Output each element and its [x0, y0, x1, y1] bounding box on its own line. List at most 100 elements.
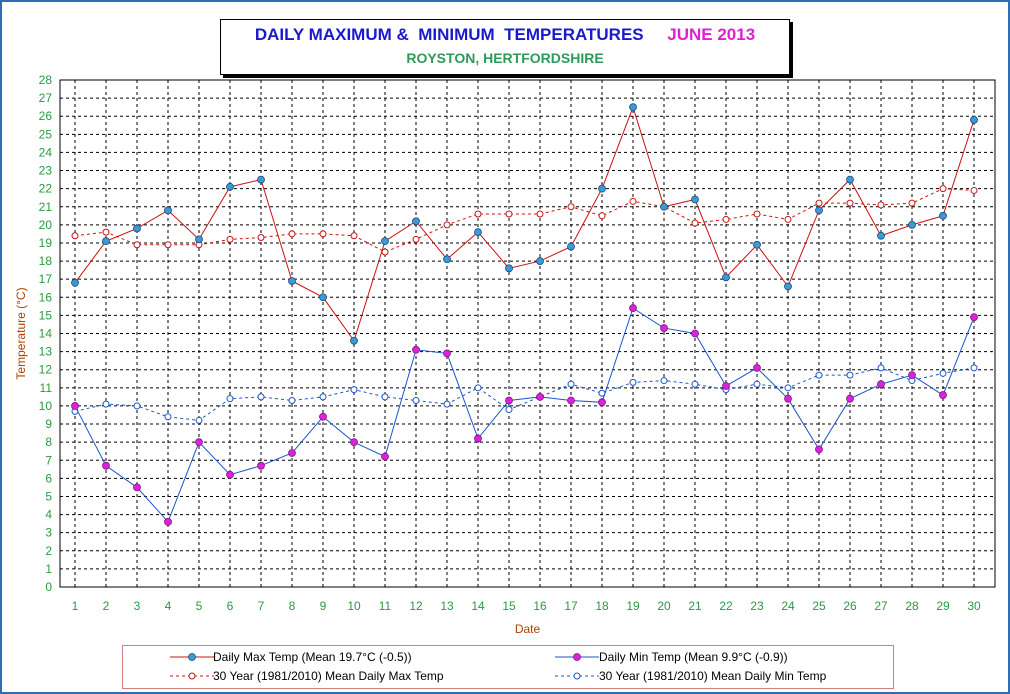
y-tick-label: 28 — [39, 73, 53, 87]
series-mean-max-point — [474, 210, 482, 218]
series-daily-min-point — [598, 398, 606, 407]
series-daily-max-point — [195, 235, 203, 244]
series-daily-max-point — [71, 278, 79, 287]
series-mean-min-point — [102, 400, 110, 408]
y-tick-label: 5 — [45, 489, 52, 503]
y-tick-label: 25 — [39, 127, 53, 141]
series-daily-max-point — [443, 255, 451, 264]
series-daily-min-point — [381, 452, 389, 461]
y-tick-label: 26 — [39, 109, 53, 123]
series-daily-min-point — [257, 461, 265, 470]
series-daily-max-point — [877, 231, 885, 240]
x-tick-label: 30 — [967, 599, 981, 613]
series-daily-min-point — [195, 438, 203, 447]
series-daily-min-point — [505, 396, 513, 405]
y-tick-label: 14 — [39, 327, 53, 341]
series-daily-max-point — [288, 277, 296, 285]
series-mean-min-point — [257, 393, 265, 401]
x-tick-label: 1 — [72, 599, 79, 613]
series-daily-min-point — [412, 345, 420, 354]
series-daily-min-point — [71, 402, 79, 410]
series-mean-min-point — [815, 371, 823, 379]
chart-title-box: DAILY MAXIMUM & MINIMUM TEMPERATURES JUN… — [220, 19, 790, 75]
y-tick-label: 7 — [45, 453, 52, 467]
series-daily-max-point — [598, 184, 606, 193]
series-mean-min-point — [443, 400, 451, 408]
series-daily-max-point — [784, 282, 792, 291]
y-tick-label: 8 — [45, 435, 52, 449]
series-daily-min-point — [629, 304, 637, 313]
x-tick-label: 23 — [750, 599, 764, 613]
series-mean-max-point — [71, 232, 79, 240]
x-tick-label: 24 — [781, 599, 795, 613]
series-mean-max-point — [939, 185, 947, 193]
series-daily-max-point — [629, 103, 637, 112]
series-mean-max-point — [877, 201, 885, 209]
y-tick-label: 16 — [39, 290, 53, 304]
legend-swatch-mean-max — [170, 672, 214, 680]
series-mean-max-point — [350, 232, 358, 240]
series-daily-min-point — [784, 394, 792, 403]
series-daily-max-point — [567, 242, 575, 251]
series-mean-max-point — [970, 186, 978, 194]
series-mean-max-line — [74, 188, 975, 253]
legend: Daily Max Temp (Mean 19.7°C (-0.5)) Dail… — [122, 645, 894, 689]
series-mean-min-point — [164, 413, 172, 421]
y-tick-label: 20 — [39, 218, 53, 232]
series-daily-min-point — [164, 517, 172, 526]
y-tick-label: 17 — [39, 272, 53, 286]
series-mean-min-point — [133, 402, 141, 410]
series-daily-max-point — [970, 115, 978, 124]
series-mean-min-point — [319, 393, 327, 401]
series-mean-max-point — [908, 199, 916, 207]
series-daily-min-point — [970, 313, 978, 322]
series-mean-min-point — [846, 371, 854, 379]
series-daily-max-point — [722, 273, 730, 282]
y-tick-label: 23 — [39, 164, 53, 178]
y-tick-label: 12 — [39, 363, 53, 377]
legend-swatch-mean-min — [555, 672, 599, 680]
series-mean-max-point — [257, 234, 265, 242]
series-mean-max-point — [319, 230, 327, 238]
series-mean-min-point — [660, 377, 668, 385]
series-daily-max-point — [381, 237, 389, 246]
series-mean-min-point — [505, 406, 513, 414]
series-mean-min-point — [939, 369, 947, 377]
series-mean-min-point — [195, 416, 203, 424]
legend-label-max: Daily Max Temp (Mean 19.7°C (-0.5)) — [213, 650, 412, 664]
series-daily-min-point — [939, 391, 947, 399]
y-tick-label: 11 — [40, 381, 53, 395]
x-tick-label: 22 — [719, 599, 733, 613]
series-daily-max-point — [350, 336, 358, 345]
series-mean-max — [71, 185, 978, 256]
series-daily-min — [71, 304, 978, 526]
x-tick-label: 17 — [564, 599, 578, 613]
series-daily-min-point — [908, 371, 916, 380]
series-daily-min-point — [660, 324, 668, 332]
x-tick-label: 7 — [258, 599, 265, 613]
y-tick-label: 0 — [45, 580, 52, 594]
series-mean-min-point — [629, 378, 637, 386]
x-tick-label: 26 — [843, 599, 857, 613]
series-daily-max — [71, 103, 978, 345]
series-mean-max-point — [815, 199, 823, 207]
series-mean-max-point — [505, 210, 513, 218]
series-daily-max-point — [753, 240, 761, 249]
x-tick-label: 4 — [165, 599, 172, 613]
series-mean-max-point — [102, 228, 110, 236]
series-daily-max-point — [102, 237, 110, 246]
x-tick-label: 5 — [196, 599, 203, 613]
series-daily-max-point — [319, 293, 327, 302]
x-tick-label: 20 — [657, 599, 671, 613]
series-daily-min-point — [691, 329, 699, 338]
y-tick-label: 18 — [39, 254, 53, 268]
legend-swatch-max — [170, 653, 214, 661]
series-daily-max-line — [74, 105, 975, 342]
series-mean-max-point — [691, 219, 699, 227]
series-daily-max-point — [257, 175, 265, 184]
series-daily-min-point — [350, 438, 358, 447]
series-daily-min-point — [536, 392, 544, 401]
series-mean-min-point — [567, 380, 575, 388]
series-daily-min-point — [319, 412, 327, 421]
series-mean-min-point — [753, 380, 761, 388]
